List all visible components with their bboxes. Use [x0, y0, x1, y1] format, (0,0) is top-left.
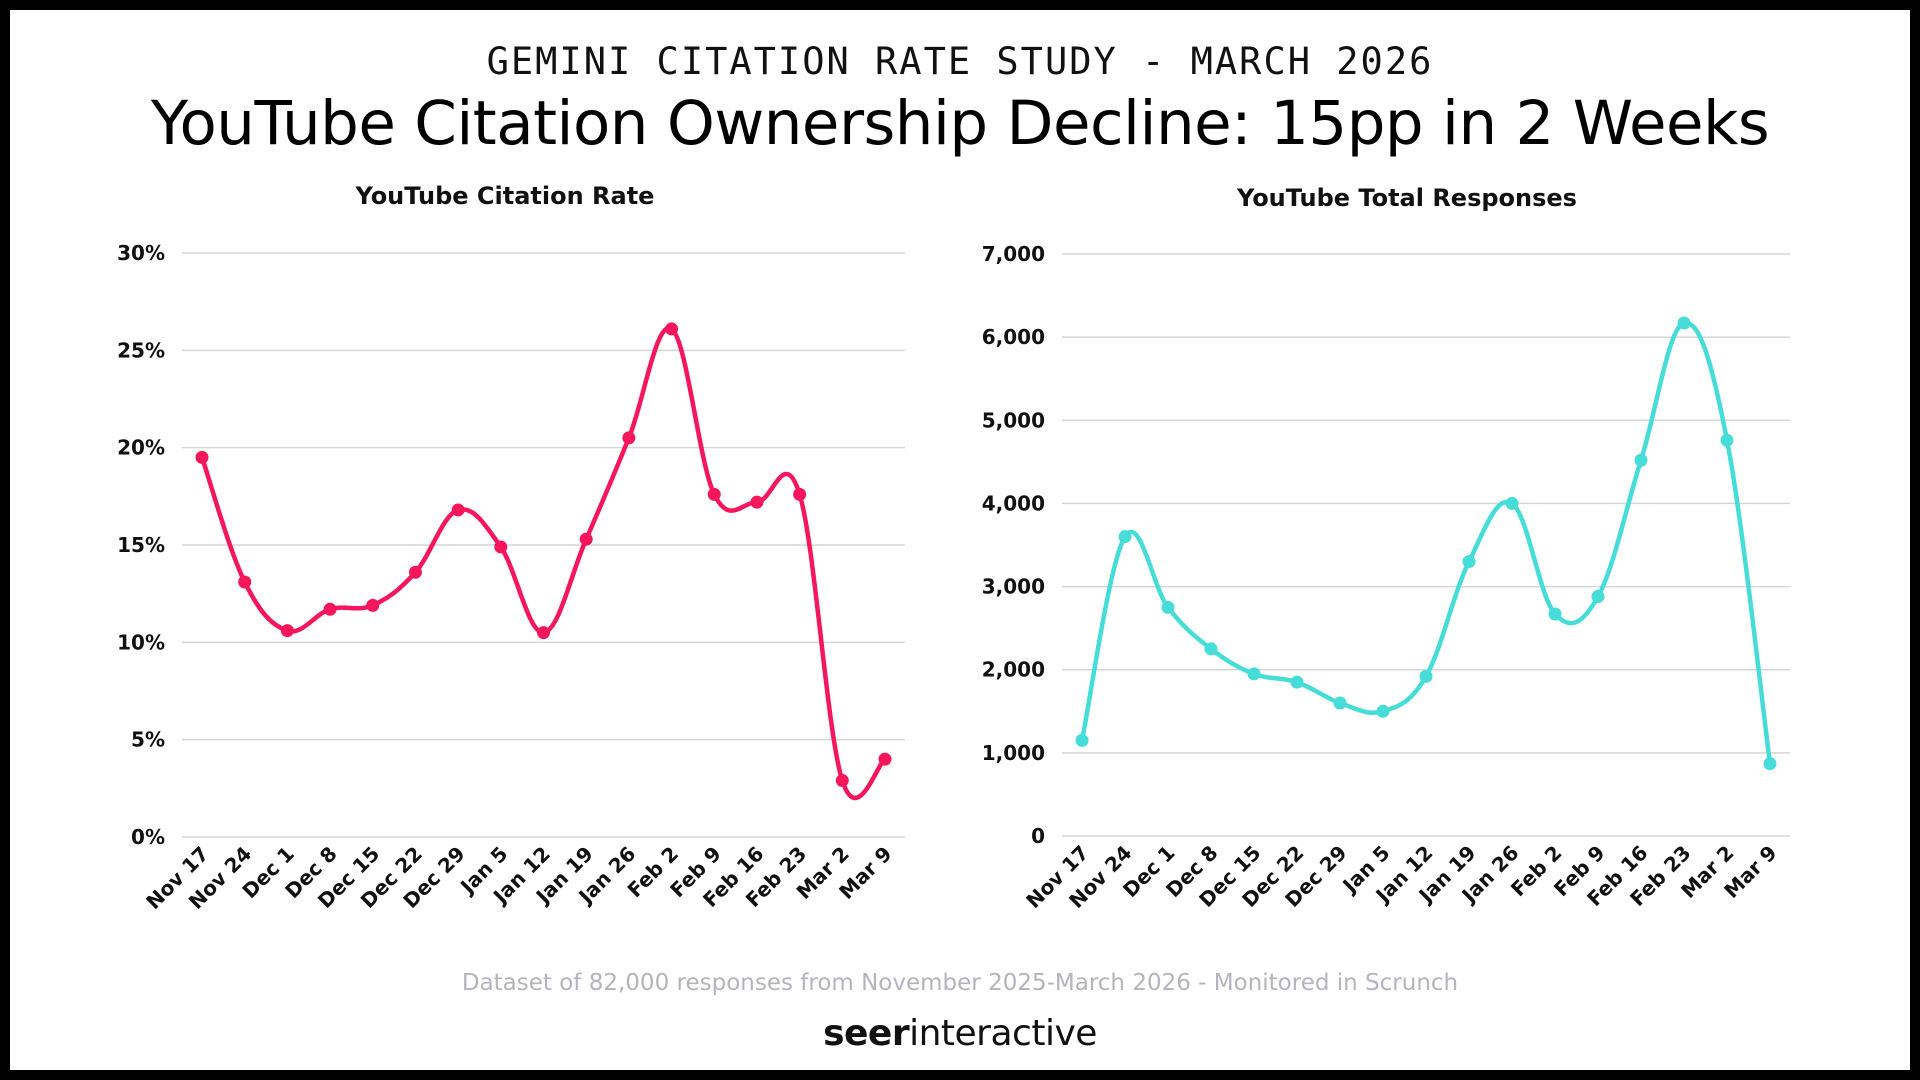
y-tick-label: 30% [117, 241, 165, 265]
data-point [1548, 607, 1562, 621]
data-point [622, 431, 636, 445]
data-point [793, 487, 807, 501]
data-point [537, 626, 550, 640]
data-point [1720, 433, 1734, 447]
y-tick-label: 2,000 [982, 658, 1045, 682]
data-point [1376, 704, 1390, 718]
study-kicker: GEMINI CITATION RATE STUDY - MARCH 2026 [486, 40, 1434, 83]
data-point [707, 487, 721, 501]
data-point [1591, 590, 1605, 604]
data-point [1204, 642, 1218, 656]
data-point [1462, 555, 1476, 569]
data-point [1763, 757, 1777, 771]
logo-bold-part: seer [823, 1013, 910, 1054]
dataset-note: Dataset of 82,000 responses from Novembe… [461, 970, 1459, 996]
seer-interactive-logo: seerinteractive [10, 1013, 1910, 1054]
data-point [195, 450, 209, 464]
data-point [366, 598, 380, 612]
data-point [1333, 696, 1347, 710]
data-point [1419, 669, 1433, 683]
data-point [878, 752, 892, 766]
data-point [1118, 530, 1132, 544]
y-tick-label: 10% [117, 630, 165, 654]
data-point [408, 565, 422, 579]
y-tick-label: 25% [117, 338, 165, 362]
data-point [280, 624, 294, 638]
data-point [665, 322, 679, 336]
y-tick-label: 0 [1031, 824, 1045, 848]
y-tick-label: 7,000 [982, 242, 1045, 266]
slide-frame: GEMINI CITATION RATE STUDY - MARCH 2026 … [10, 10, 1910, 1070]
data-point [1247, 667, 1261, 681]
data-point [494, 540, 508, 554]
y-tick-label: 5% [131, 728, 165, 752]
y-tick-label: 5,000 [982, 408, 1045, 432]
y-tick-label: 15% [117, 533, 165, 557]
y-tick-label: 4,000 [982, 491, 1045, 515]
y-tick-label: 6,000 [982, 325, 1045, 349]
chart-title: YouTube Citation Rate [355, 182, 655, 210]
data-point [1161, 600, 1175, 614]
data-point [750, 495, 764, 509]
data-point [1290, 675, 1304, 689]
data-point [579, 532, 593, 546]
page-title: YouTube Citation Ownership Decline: 15pp… [150, 88, 1770, 159]
total-responses-chart: YouTube Total Responses 0 1,000 2,000 3,000 4… [982, 184, 1790, 913]
data-point [1634, 453, 1648, 467]
chart-title: YouTube Total Responses [1236, 184, 1577, 212]
y-tick-label: 0% [131, 825, 165, 849]
y-tick-label: 20% [117, 436, 165, 460]
data-point [323, 602, 337, 616]
data-point [238, 575, 252, 589]
series-line [1079, 320, 1773, 766]
data-point [451, 503, 465, 517]
y-tick-label: 1,000 [982, 741, 1045, 765]
data-point [1075, 733, 1089, 747]
logo-light-part: interactive [909, 1013, 1097, 1054]
citation-rate-chart: YouTube Citation Rate 0% 5% 10% 15% 20% 25% 30%… [117, 182, 905, 914]
data-point [835, 774, 849, 788]
data-point [1505, 496, 1519, 510]
data-point [1677, 316, 1691, 330]
y-tick-label: 3,000 [982, 575, 1045, 599]
